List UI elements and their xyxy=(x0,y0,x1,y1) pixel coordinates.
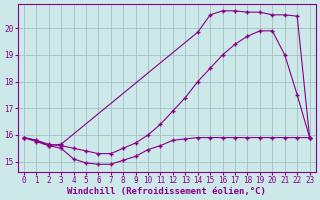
X-axis label: Windchill (Refroidissement éolien,°C): Windchill (Refroidissement éolien,°C) xyxy=(67,187,266,196)
